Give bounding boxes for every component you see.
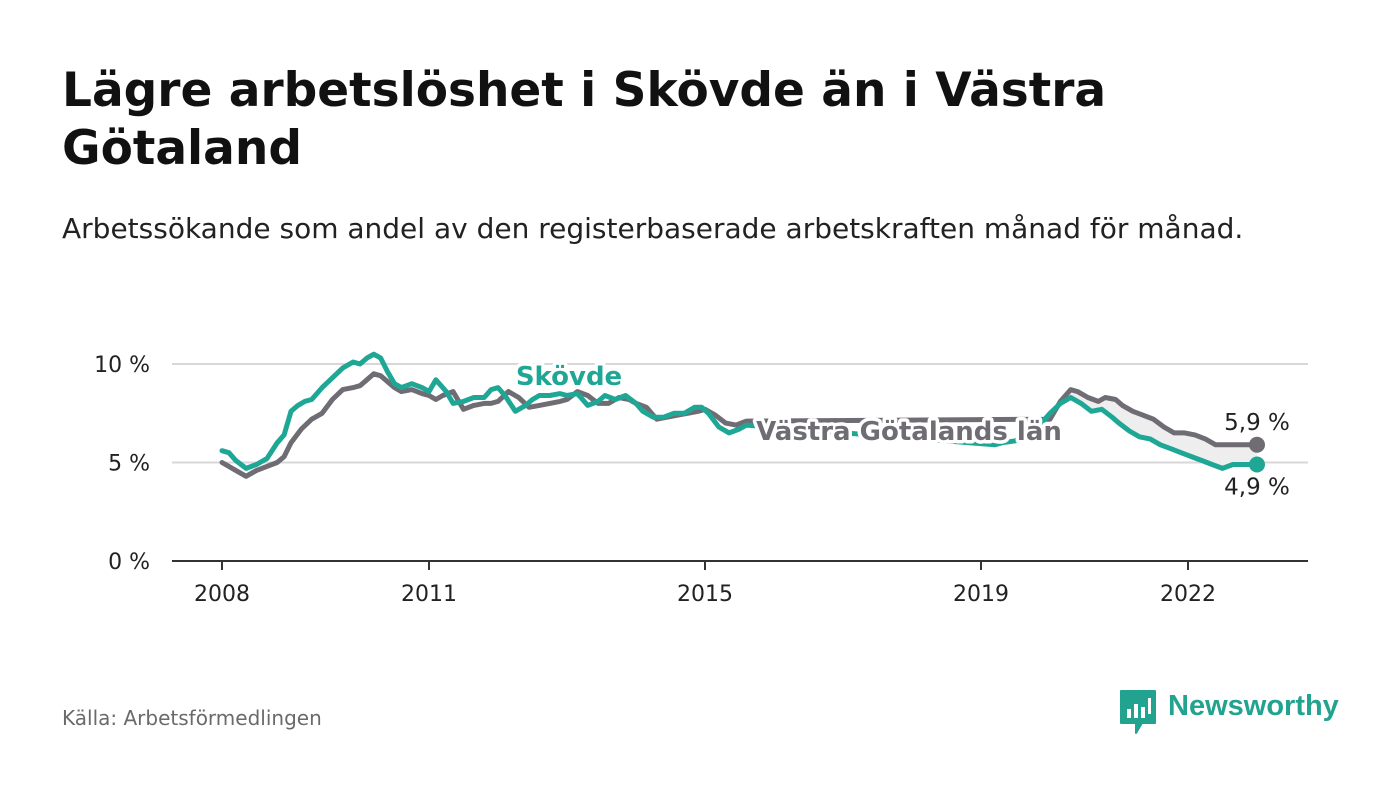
y-tick-label: 0 % xyxy=(108,550,150,575)
chart-title: Lägre arbetslöshet i Skövde än i Västra … xyxy=(62,63,1107,176)
series-label-skovde: Skövde xyxy=(516,362,622,392)
end-label-skovde: 4,9 % xyxy=(1224,474,1290,500)
y-tick-label: 10 % xyxy=(94,353,150,378)
chart-subtitle: Arbetssökande som andel av den registerb… xyxy=(62,212,1244,245)
series-label-vastra-gotaland: Västra Götalands län xyxy=(756,417,1062,447)
x-tick-label: 2011 xyxy=(401,582,457,607)
series-label-vastra-gotaland-halo: Västra Götalands län xyxy=(756,417,1062,447)
newsworthy-logo-icon xyxy=(1120,690,1156,734)
end-point-skovde xyxy=(1249,456,1265,473)
source-note: Källa: Arbetsförmedlingen xyxy=(62,706,322,730)
axis-ticks: 0 % 5 % 10 % 2008 2011 2015 2019 2022 xyxy=(94,353,1216,607)
series-line-skovde xyxy=(219,351,1260,471)
end-point-vastra-gotaland xyxy=(1249,436,1265,453)
newsworthy-logo[interactable]: Newsworthy xyxy=(1118,688,1339,736)
x-tick-label: 2008 xyxy=(194,582,250,607)
series-label-skovde-halo: Skövde xyxy=(516,362,622,392)
x-tick-label: 2022 xyxy=(1160,582,1216,607)
line-chart: 0 %5 %10 %2008 2011 2015 2019 2022 SkövdeSkö… xyxy=(94,351,1308,607)
newsworthy-wordmark: Newsworthy xyxy=(1168,690,1339,722)
end-label-vastra-gotaland: 5,9 % xyxy=(1224,410,1290,436)
series-lines xyxy=(219,351,1265,479)
series-line-vastra-gotaland xyxy=(219,371,1260,479)
x-tick-label: 2019 xyxy=(953,582,1009,607)
x-tick-label: 2015 xyxy=(677,582,733,607)
y-tick-label: 5 % xyxy=(108,452,150,477)
